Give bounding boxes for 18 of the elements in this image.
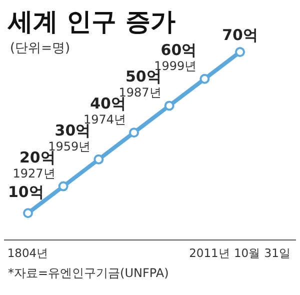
point	[129, 128, 139, 138]
data-label: 70억	[222, 26, 258, 44]
text: *자료=유엔인구기금(UNFPA)	[8, 266, 169, 280]
x-tick-label: 2011년 10월 31일	[189, 246, 291, 260]
point	[94, 154, 104, 164]
annotation: 1927년	[12, 166, 56, 180]
data-label: 10억	[8, 183, 44, 202]
point	[164, 100, 174, 111]
chart-title: 세계 인구 증가	[7, 7, 176, 36]
annotation: 1999년	[154, 58, 197, 73]
point	[23, 208, 33, 218]
point	[235, 47, 245, 57]
annotation: 1959년	[48, 139, 91, 154]
data-label: 60억	[160, 40, 197, 59]
chart-subtitle: (단위=명)	[10, 41, 70, 56]
point	[200, 74, 210, 84]
point	[58, 181, 68, 192]
x-tick-label: 1804년	[7, 246, 49, 260]
